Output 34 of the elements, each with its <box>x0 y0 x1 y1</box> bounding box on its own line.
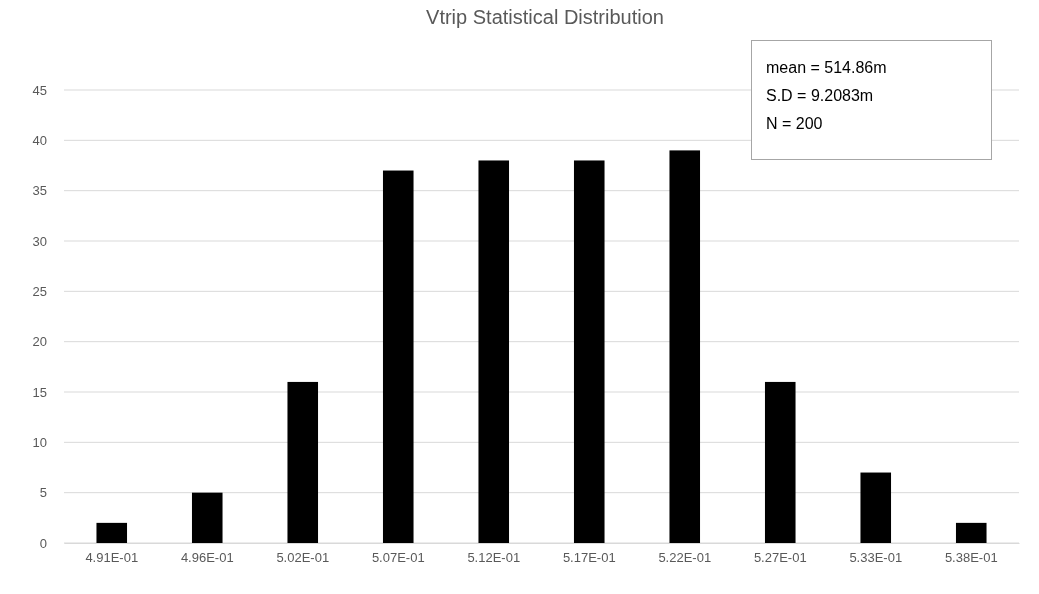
annotation: S.D = 9.2083m <box>766 87 874 104</box>
y-tick-label: 30 <box>32 233 47 249</box>
y-tick-label: 45 <box>32 82 47 98</box>
bar <box>764 381 796 543</box>
x-tick-label: 5.02E-01 <box>276 549 330 565</box>
bar <box>860 472 892 543</box>
y-tick-label: 10 <box>32 434 47 450</box>
bar <box>191 492 223 543</box>
bar <box>478 160 510 543</box>
y-tick-label: 25 <box>32 283 47 299</box>
chart-title: Vtrip Statistical Distribution <box>426 6 664 28</box>
x-tick-label: 5.17E-01 <box>562 549 616 565</box>
x-tick-label: 4.91E-01 <box>85 549 139 565</box>
y-tick-label: 35 <box>32 183 47 199</box>
x-tick-label: 5.22E-01 <box>658 549 712 565</box>
y-tick-label: 20 <box>32 334 47 350</box>
x-tick-label: 5.12E-01 <box>467 549 521 565</box>
x-tick-label: 5.33E-01 <box>849 549 903 565</box>
bar <box>573 160 605 543</box>
bar <box>382 170 414 543</box>
x-tick-label: 4.96E-01 <box>180 549 234 565</box>
bar <box>96 522 128 543</box>
annotation: N = 200 <box>766 115 823 132</box>
bar <box>669 150 701 543</box>
y-tick-label: 40 <box>32 132 47 148</box>
y-tick-label: 15 <box>32 384 47 400</box>
bar <box>955 522 987 543</box>
text: mean = 514.86m <box>766 59 887 76</box>
y-tick-label: 0 <box>39 535 47 551</box>
x-tick-label: 5.07E-01 <box>371 549 425 565</box>
bar <box>287 381 319 543</box>
y-tick-label: 5 <box>39 485 47 501</box>
x-tick-label: 5.27E-01 <box>753 549 807 565</box>
x-tick-label: 5.38E-01 <box>944 549 998 565</box>
